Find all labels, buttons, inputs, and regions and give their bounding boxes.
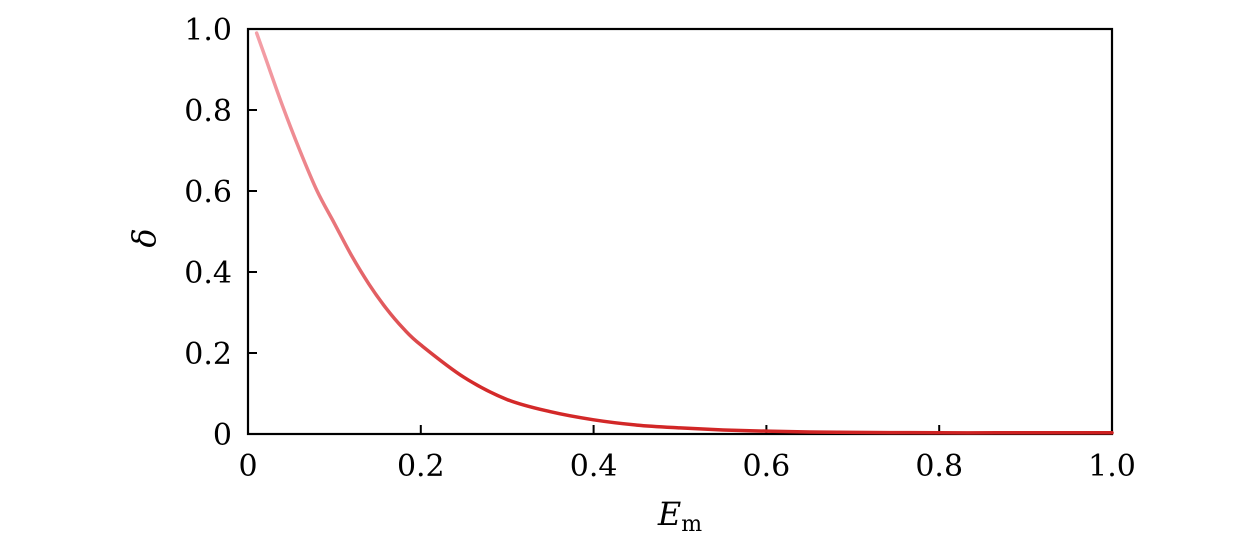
x-tick-label: 0.6 — [743, 449, 791, 484]
y-tick-label: 0.4 — [184, 256, 232, 291]
y-tick-label: 1.0 — [184, 13, 232, 48]
x-tick-label: 1.0 — [1088, 449, 1136, 484]
x-tick-label: 0.4 — [570, 449, 618, 484]
x-tick-label: 0.8 — [915, 449, 963, 484]
x-axis-title: Em — [657, 495, 702, 537]
y-tick-label: 0.8 — [184, 94, 232, 129]
y-tick-label: 0.2 — [184, 337, 232, 372]
x-tick-label: 0 — [238, 449, 257, 484]
x-axis-ticks: 0 0.2 0.4 0.6 0.8 1.0 — [238, 425, 1136, 484]
x-tick-label: 0.2 — [397, 449, 445, 484]
plot-frame — [246, 27, 1114, 436]
x-axis-title-main: E — [657, 495, 681, 533]
y-tick-label: 0 — [213, 418, 232, 453]
x-axis-title-subscript: m — [681, 512, 702, 537]
series-line — [254, 31, 1114, 435]
y-axis-title: δ — [125, 228, 163, 247]
y-axis-ticks: 0 0.2 0.4 0.6 0.8 1.0 — [184, 13, 257, 453]
y-tick-label: 0.6 — [184, 175, 232, 210]
